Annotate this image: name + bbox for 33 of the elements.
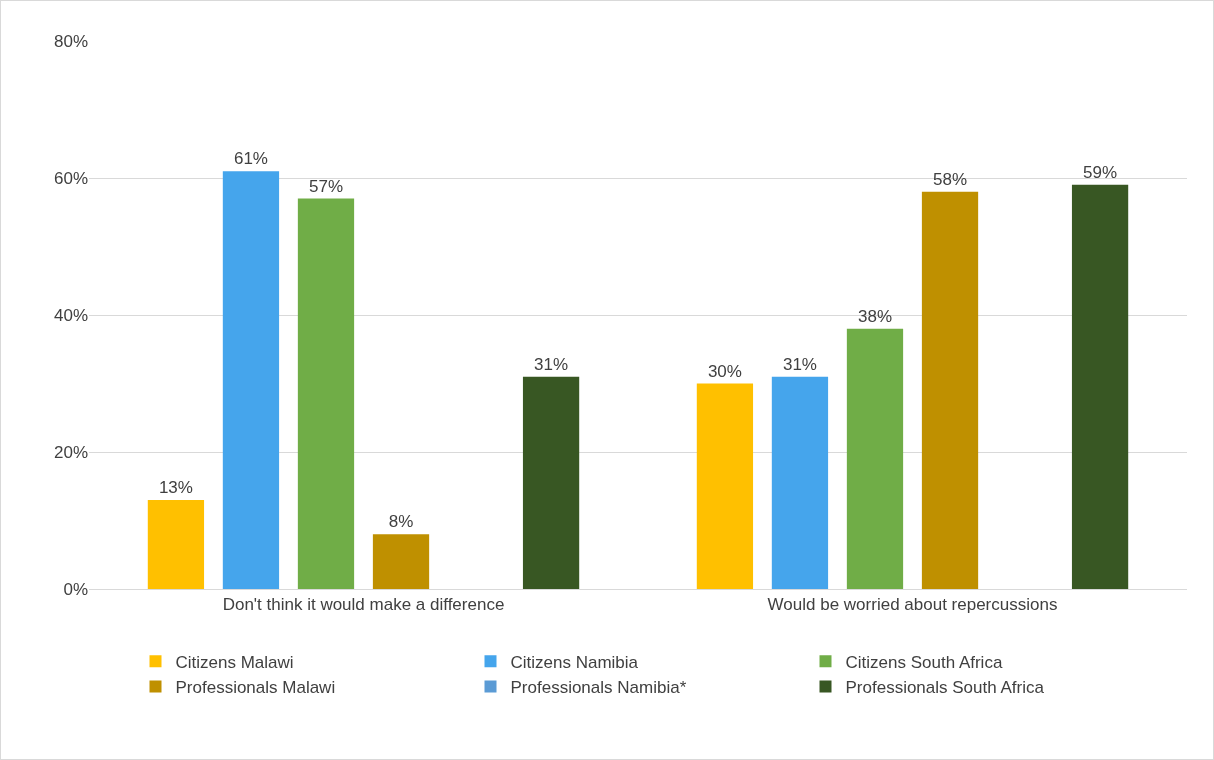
bar	[147, 499, 205, 589]
bar	[222, 171, 280, 589]
y-tick-label: 20%	[53, 442, 88, 462]
y-tick-label: 40%	[53, 305, 88, 325]
data-label: 59%	[1083, 162, 1118, 182]
data-label: 30%	[707, 361, 742, 381]
x-tick-label: Would be worried about repercussions	[767, 595, 1058, 615]
bar	[1071, 184, 1129, 589]
y-tick-label: 60%	[53, 168, 88, 188]
legend-label: Professionals Malawi	[175, 678, 336, 698]
bar	[771, 376, 829, 589]
legend-label: Citizens Namibia	[510, 652, 639, 672]
data-label: 38%	[857, 306, 892, 326]
bar	[522, 376, 580, 589]
data-label: 8%	[388, 512, 414, 532]
data-label: 58%	[933, 169, 968, 189]
bar	[921, 191, 979, 589]
legend-label: Citizens Malawi	[175, 652, 294, 672]
legend-label: Citizens South Africa	[845, 652, 1003, 672]
bar	[846, 328, 904, 589]
legend-label: Professionals Namibia*	[510, 678, 687, 698]
bar	[297, 198, 355, 589]
data-label: 31%	[782, 354, 817, 374]
data-label: 13%	[158, 477, 193, 497]
bar	[696, 383, 754, 589]
bar	[372, 534, 430, 589]
data-label: 61%	[233, 149, 268, 169]
data-label: 57%	[308, 176, 343, 196]
data-label: 31%	[534, 354, 569, 374]
y-tick-label: 0%	[63, 579, 88, 599]
y-tick-label: 80%	[53, 31, 88, 51]
legend-label: Professionals South Africa	[845, 678, 1045, 698]
x-tick-label: Don't think it would make a difference	[222, 595, 505, 615]
